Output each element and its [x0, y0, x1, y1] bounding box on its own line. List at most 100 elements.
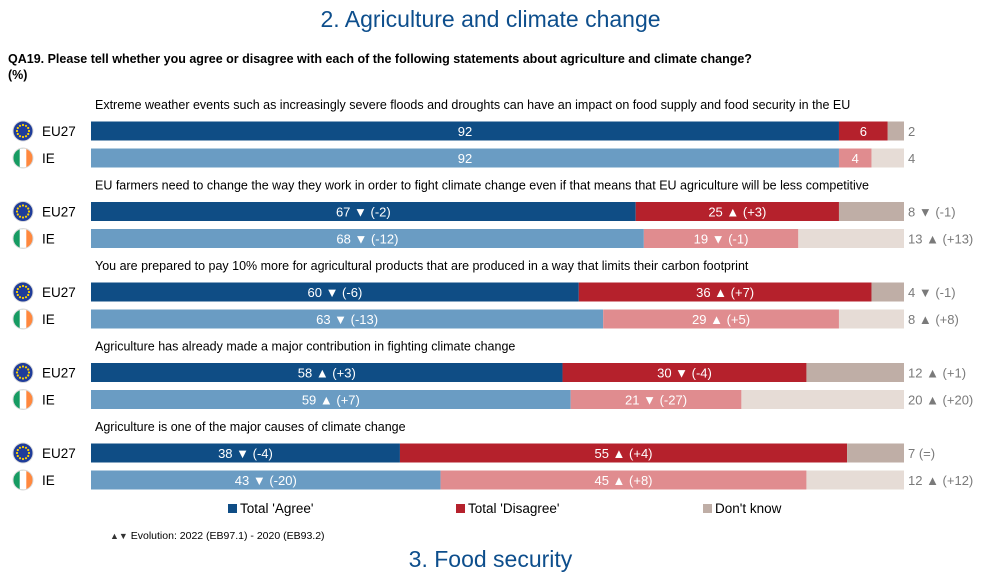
label-dont-know: 4 ▼ (-1) — [908, 285, 956, 300]
question-label: QA19. Please tell whether you agree or d… — [8, 52, 752, 66]
legend-dont-know: Don't know — [703, 501, 781, 516]
eu-flag-star — [18, 135, 22, 138]
bar-dont-know — [741, 390, 904, 409]
label-agree: 92 — [458, 124, 472, 139]
ie-flag-border — [12, 147, 34, 169]
eu-flag-star — [27, 454, 30, 458]
eu-flag-star — [21, 445, 25, 449]
label-dont-know: 8 ▲ (+8) — [908, 312, 959, 327]
eu-flag-star — [21, 204, 25, 207]
statement-label: EU farmers need to change the way they w… — [95, 179, 869, 193]
eu-flag-star — [18, 457, 22, 460]
eu-flag-star — [27, 448, 30, 452]
eu-flag-star — [27, 451, 31, 455]
question-unit: (%) — [8, 68, 28, 82]
bar-disagree — [399, 443, 848, 463]
bar-disagree — [838, 121, 888, 141]
eu-flag-icon — [12, 442, 34, 464]
eu-flag-star — [24, 446, 28, 449]
ie-flag-white — [19, 470, 27, 490]
eu-flag-icon — [12, 281, 34, 303]
country-label: IE — [42, 312, 55, 327]
eu-flag-star — [18, 366, 22, 369]
eu-flag-star — [16, 213, 19, 216]
eu-flag-star — [24, 285, 28, 288]
eu-flag-star — [16, 454, 19, 458]
ie-flag-border — [12, 228, 34, 249]
eu-flag-star — [18, 285, 22, 288]
bar-agree — [91, 282, 579, 302]
label-agree: 60 ▼ (-6) — [308, 285, 363, 300]
bar-disagree — [562, 363, 807, 382]
ie-flag-border — [12, 389, 34, 410]
legend-agree-swatch — [228, 504, 237, 513]
country-label: IE — [42, 473, 55, 488]
eu-flag-star — [27, 132, 30, 136]
bar-disagree — [570, 390, 742, 409]
country-label: EU27 — [42, 124, 76, 139]
eu-flag-star — [24, 215, 28, 218]
label-disagree: 36 ▲ (+7) — [696, 285, 754, 300]
label-disagree: 6 — [860, 124, 867, 139]
eu-flag-star — [27, 287, 30, 291]
eu-flag-star — [21, 365, 25, 368]
evolution-note-text: Evolution: 2022 (EB97.1) - 2020 (EB93.2) — [130, 530, 325, 542]
eu-flag-star — [27, 129, 31, 133]
label-agree: 59 ▲ (+7) — [302, 393, 360, 408]
legend-disagree-swatch — [456, 504, 465, 513]
eu-flag-star — [15, 210, 19, 213]
bar-disagree — [440, 470, 807, 490]
ie-flag-border — [12, 308, 34, 330]
bar-agree — [91, 390, 571, 409]
label-disagree: 30 ▼ (-4) — [657, 366, 712, 381]
eu-flag-icon — [12, 362, 34, 383]
eu-flag-star — [15, 371, 19, 374]
bar-dont-know — [806, 363, 904, 382]
bar-disagree — [603, 309, 839, 329]
eu-flag-star — [24, 457, 28, 460]
label-disagree: 19 ▼ (-1) — [694, 232, 749, 247]
country-label: EU27 — [42, 366, 76, 381]
bar-agree — [91, 121, 839, 141]
bar-agree — [91, 148, 839, 168]
label-disagree: 25 ▲ (+3) — [708, 205, 766, 220]
eu-flag-star — [24, 376, 28, 379]
label-agree: 67 ▼ (-2) — [336, 205, 391, 220]
country-label: IE — [42, 232, 55, 247]
eu-flag-star — [27, 290, 31, 294]
label-agree: 58 ▲ (+3) — [298, 366, 356, 381]
bar-dont-know — [871, 148, 904, 168]
eu-flag-star — [16, 126, 19, 130]
eu-flag-star — [16, 448, 19, 452]
bar-dont-know — [847, 443, 904, 463]
eu-flag-star — [24, 124, 28, 127]
legend-agree-label: Total 'Agree' — [240, 501, 314, 516]
bar-disagree — [643, 229, 799, 248]
eu-flag-star — [15, 129, 19, 133]
label-disagree: 4 — [852, 151, 859, 166]
eu-flag-star — [21, 123, 25, 127]
label-agree: 43 ▼ (-20) — [235, 473, 297, 488]
ie-flag-white — [19, 148, 27, 168]
eu-flag-star — [15, 290, 19, 294]
bar-dont-know — [838, 202, 904, 221]
legend-dont-know-label: Don't know — [715, 501, 782, 516]
eu-flag-star — [27, 126, 30, 130]
country-label: IE — [42, 393, 55, 408]
eu-flag-star — [24, 205, 28, 208]
eu-flag-star — [21, 135, 25, 139]
eu-flag-star — [18, 446, 22, 449]
eu-flag-star — [21, 457, 25, 461]
bar-dont-know — [887, 121, 904, 141]
eu-flag-star — [27, 213, 30, 216]
ie-flag-white — [19, 229, 27, 248]
bar-agree — [91, 202, 636, 221]
statement-label: Extreme weather events such as increasin… — [95, 98, 850, 112]
label-agree: 68 ▼ (-12) — [336, 232, 398, 247]
eu-flag-icon — [12, 120, 34, 142]
statement-label: You are prepared to pay 10% more for agr… — [95, 259, 749, 273]
label-disagree: 29 ▲ (+5) — [692, 312, 750, 327]
label-disagree: 55 ▲ (+4) — [594, 446, 652, 461]
country-label: IE — [42, 151, 55, 166]
label-disagree: 21 ▼ (-27) — [625, 393, 687, 408]
